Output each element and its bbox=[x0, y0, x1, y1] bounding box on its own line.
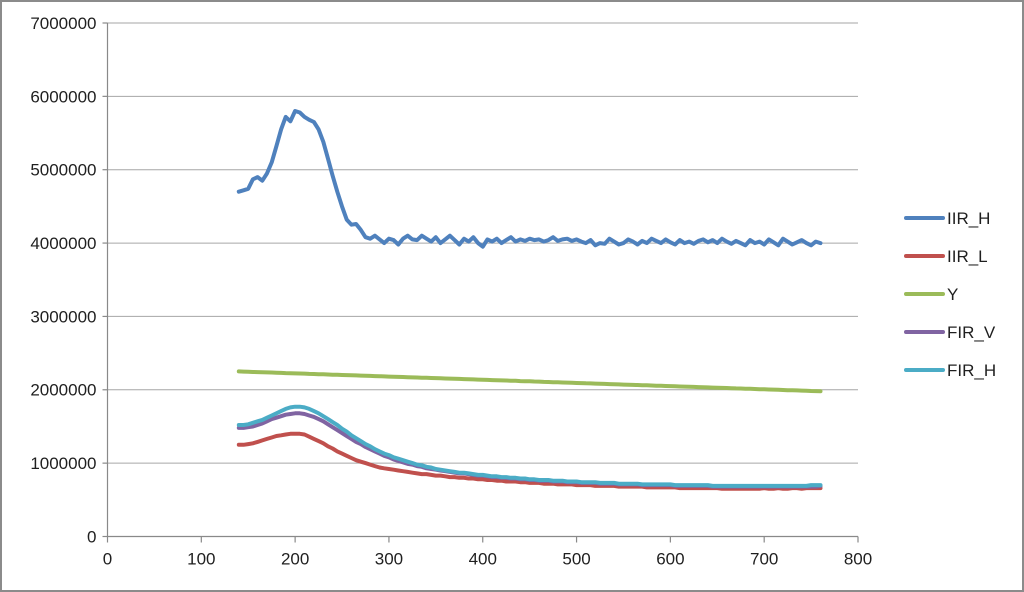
legend-label-IIR_H: IIR_H bbox=[947, 209, 990, 228]
legend-label-Y: Y bbox=[947, 285, 958, 304]
x-tick-label: 0 bbox=[103, 550, 112, 569]
y-tick-label: 2000000 bbox=[30, 381, 96, 400]
x-tick-label: 500 bbox=[562, 550, 590, 569]
x-tick-label: 400 bbox=[469, 550, 497, 569]
x-tick-label: 100 bbox=[187, 550, 215, 569]
y-tick-label: 3000000 bbox=[30, 307, 96, 326]
legend-label-IIR_L: IIR_L bbox=[947, 247, 988, 266]
series-line-Y bbox=[236, 369, 823, 394]
legend-label-FIR_V: FIR_V bbox=[947, 323, 996, 342]
legend-label-FIR_H: FIR_H bbox=[947, 361, 996, 380]
y-tick-label: 0 bbox=[87, 527, 96, 546]
y-tick-label: 6000000 bbox=[30, 87, 96, 106]
series-line-FIR_V bbox=[236, 411, 823, 489]
series-line-FIR_H bbox=[236, 404, 823, 488]
y-tick-label: 5000000 bbox=[30, 161, 96, 180]
x-tick-label: 300 bbox=[375, 550, 403, 569]
x-tick-label: 700 bbox=[750, 550, 778, 569]
x-tick-label: 800 bbox=[844, 550, 872, 569]
y-tick-label: 4000000 bbox=[30, 234, 96, 253]
series-line-IIR_L bbox=[236, 431, 823, 491]
x-tick-label: 200 bbox=[281, 550, 309, 569]
y-tick-label: 7000000 bbox=[30, 14, 96, 33]
y-tick-label: 1000000 bbox=[30, 454, 96, 473]
x-tick-label: 600 bbox=[656, 550, 684, 569]
series-line-IIR_H bbox=[236, 109, 823, 249]
